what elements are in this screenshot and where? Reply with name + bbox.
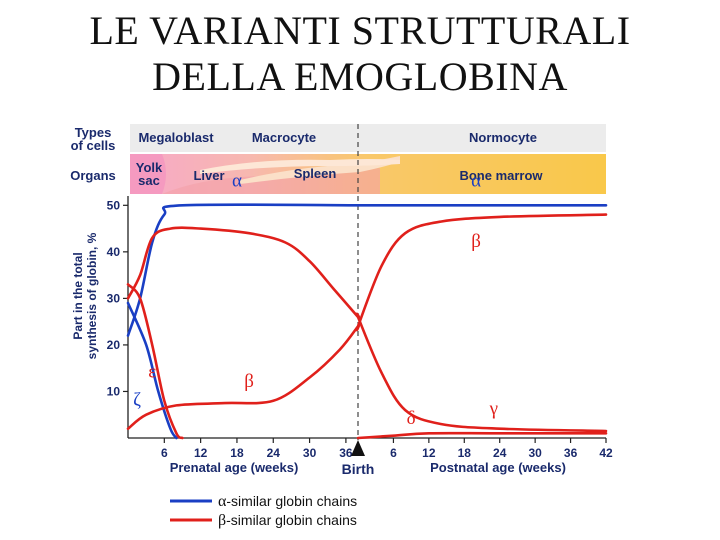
birth-arrow-icon	[351, 440, 365, 456]
y-tick-label: 50	[107, 198, 121, 212]
x-tick-label-prenatal: 6	[161, 446, 168, 460]
x-tick-label-prenatal: 18	[230, 446, 244, 460]
x-tick-label-prenatal: 30	[303, 446, 317, 460]
cell-type-megaloblast: Megaloblast	[138, 130, 214, 145]
y-axis-title-line2: synthesis of globin, %	[85, 232, 99, 359]
x-tick-label-postnatal: 36	[564, 446, 578, 460]
series-label: ζ	[133, 389, 141, 410]
x-tick-label-postnatal: 24	[493, 446, 507, 460]
organs-label: Organs	[70, 168, 116, 183]
types-label-line2: of cells	[71, 138, 116, 153]
series-line-beta	[126, 213, 608, 430]
series-line-zeta	[126, 301, 178, 440]
legend: α-similar globin chains β-similar globin…	[170, 493, 357, 529]
y-tick-label: 10	[107, 384, 121, 398]
slide-title: LE VARIANTI STRUTTURALI DELLA EMOGLOBINA	[0, 8, 720, 100]
organ-liver: Liver	[193, 168, 224, 183]
cell-types-band	[130, 124, 606, 152]
y-tick-label: 20	[107, 338, 121, 352]
series-label: α	[471, 171, 481, 192]
birth-label: Birth	[342, 461, 375, 477]
x-axis-title-prenatal: Prenatal age (weeks)	[170, 460, 299, 475]
x-tick-label-postnatal: 18	[458, 446, 472, 460]
series-label: β	[471, 231, 481, 252]
series-label: ε	[148, 362, 156, 383]
x-axis-title-postnatal: Postnatal age (weeks)	[430, 460, 566, 475]
chart-plot-area: 10 20 30 40 50 6 12 18 24 30 36 6 12 18 24 30 36 42 α α β β…	[107, 124, 613, 460]
spleen-stream	[240, 156, 400, 184]
cell-type-macrocyte: Macrocyte	[252, 130, 316, 145]
x-tick-label-prenatal: 24	[267, 446, 281, 460]
y-tick-label: 40	[107, 245, 121, 259]
x-tick-label-postnatal: 30	[528, 446, 542, 460]
x-tick-label-prenatal: 12	[194, 446, 208, 460]
title-line-1: LE VARIANTI STRUTTURALI	[89, 8, 631, 53]
x-tick-label-prenatal: 36	[339, 446, 353, 460]
series-line-epsilon	[126, 283, 184, 440]
organ-yolk-line2: sac	[138, 173, 160, 188]
organ-spleen: Spleen	[294, 166, 337, 181]
x-tick-label-postnatal: 12	[422, 446, 436, 460]
title-line-2: DELLA EMOGLOBINA	[152, 54, 568, 99]
legend-text-alpha: α-similar globin chains	[218, 493, 357, 510]
series-line-gamma	[126, 226, 608, 433]
series-label: β	[244, 371, 254, 392]
yolk-sac-region	[130, 154, 166, 194]
y-tick-label: 30	[107, 291, 121, 305]
legend-text-beta: β-similar globin chains	[218, 512, 357, 529]
series-label: γ	[489, 399, 498, 420]
x-tick-label-postnatal: 6	[390, 446, 397, 460]
types-label-line1: Types	[75, 125, 112, 140]
series-label: α	[232, 171, 242, 192]
spleen-stream-2	[200, 159, 400, 174]
series-line-delta	[356, 431, 608, 440]
series-line-alpha	[126, 203, 608, 337]
series-label: δ	[407, 408, 416, 429]
organ-bone-marrow: Bone marrow	[459, 168, 543, 183]
y-axis-title-line1: Part in the total	[71, 252, 85, 339]
cell-type-normocyte: Normocyte	[469, 130, 537, 145]
organ-yolk-line1: Yolk	[136, 160, 163, 175]
x-tick-label-postnatal: 42	[599, 446, 613, 460]
